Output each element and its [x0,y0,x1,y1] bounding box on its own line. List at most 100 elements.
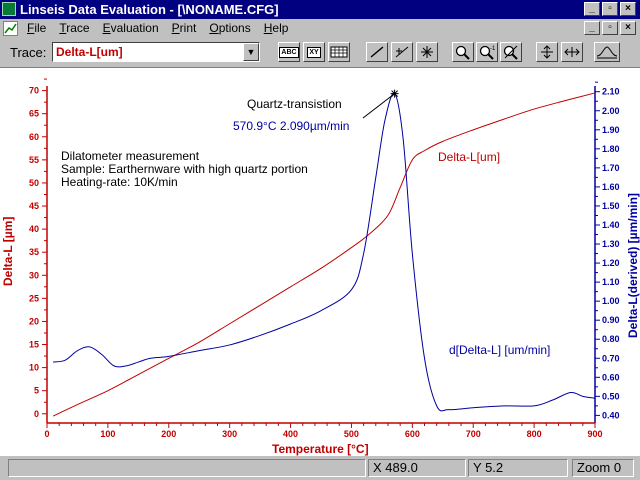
y2-tick-label: 1.10 [602,277,620,287]
line-tool-button[interactable] [366,42,388,62]
peak-curve-icon [596,46,618,59]
x-tick-label: 700 [466,429,481,439]
description-line-3: Heating-rate: 10K/min [61,175,178,189]
close-button[interactable]: × [620,2,636,16]
maximize-button[interactable]: ▫ [602,2,618,16]
document-icon[interactable] [3,21,18,36]
text-abc-icon: ABC [279,47,299,58]
y-tick-label: 50 [29,178,39,188]
status-zoom: Zoom 0 [572,459,634,477]
status-bar: X 489.0 Y 5.2 Zoom 0 [0,456,640,480]
x-tick-label: 100 [100,429,115,439]
menu-file[interactable]: File [27,21,47,35]
x-tick-label: 400 [283,429,298,439]
description-line-1: Dilatometer measurement [61,149,200,163]
delta-l-series-line [52,92,596,417]
y2-tick-label: 0.70 [602,353,620,363]
x-tick-label: 200 [161,429,176,439]
plot-area[interactable]: 0 100 200 300 400 500 600 700 800 900 0 5 10 15 20 25 30… [0,68,640,456]
app-icon[interactable] [2,2,16,16]
delta-curve-label: Delta-L[um] [438,150,500,164]
magnifier-cross-icon [503,45,518,60]
mdi-restore-button[interactable]: ▫ [602,21,618,35]
y-tick-label: 65 [29,109,39,119]
cross-tool-button[interactable] [416,42,438,62]
x-tick-label: 600 [405,429,420,439]
scale-vertical-icon [541,45,553,59]
peak-marker [390,89,399,98]
magnifier-icon [455,45,470,60]
xy-tool-button[interactable]: XY [303,42,325,62]
y-tick-label: 15 [29,340,39,350]
x-axis-label: Temperature [°C] [272,442,369,456]
dilatometer-chart[interactable]: 0 100 200 300 400 500 600 700 800 900 0 5 10 15 20 25 30… [0,68,640,456]
line-icon [370,46,384,58]
y2-tick-label: 1.20 [602,258,620,268]
y2-tick-label: 1.60 [602,182,620,192]
y-tick-label: 35 [29,247,39,257]
y2-axis-label: Delta-L(derived) [µm/min] [626,193,640,338]
y2-tick-label: 0.90 [602,315,620,325]
y2-tick-label: 1.50 [602,201,620,211]
status-y-label: Y [473,460,482,475]
peak-tool-button[interactable] [594,42,620,62]
magnifier-back-icon: -1 [479,45,496,60]
y2-tick-label: 1.70 [602,163,620,173]
menu-evaluation[interactable]: Evaluation [102,21,159,35]
x-tick-label: 0 [44,429,49,439]
x-tick-label: 300 [222,429,237,439]
marker-line-icon [395,46,409,58]
y2-tick-label: 1.30 [602,239,620,249]
svg-text:-1: -1 [490,46,496,52]
window-title: Linseis Data Evaluation - [\NONAME.CFG] [20,2,279,17]
menu-trace[interactable]: Trace [59,21,90,35]
y-tick-label: 30 [29,270,39,280]
grid-tool-button[interactable] [328,42,350,62]
trace-label: Trace: [10,45,47,60]
mdi-minimize-button[interactable]: _ [584,21,600,35]
y2-tick-label: 1.40 [602,220,620,230]
minimize-button[interactable]: _ [584,2,600,16]
status-x-label: X [373,460,382,475]
text-xy-icon: XY [307,47,321,58]
y-tick-label: 55 [29,155,39,165]
y-tick-label: 60 [29,132,39,142]
zoom-previous-button[interactable]: -1 [476,42,498,62]
status-y: Y 5.2 [468,459,568,477]
trace-select-value: Delta-L[um] [56,45,123,59]
scale-x-button[interactable] [561,42,583,62]
zoom-reset-button[interactable] [500,42,522,62]
status-zoom-label: Zoom [577,460,611,475]
menu-options[interactable]: Options [209,21,251,35]
marker-tool-button[interactable] [391,42,413,62]
y-tick-label: 20 [29,316,39,326]
menu-print[interactable]: Print [171,21,197,35]
peak-values: 570.9°C 2.090µm/min [233,119,349,133]
status-zoom-value: 0 [613,460,622,475]
menu-help[interactable]: Help [263,21,289,35]
mdi-close-button[interactable]: × [620,21,636,35]
y-tick-label: 40 [29,224,39,234]
y-axis-label: Delta-L [µm] [1,217,15,286]
trace-select[interactable]: Delta-L[um] ▼ [52,42,260,62]
derived-series-line [53,92,596,412]
y2-tick-label: 0.40 [602,410,620,420]
text-tool-button[interactable]: ABC [278,42,300,62]
zoom-in-button[interactable] [452,42,474,62]
y-tick-label: 25 [29,293,39,303]
chevron-down-icon[interactable]: ▼ [243,43,259,61]
peak-leader-line [362,93,395,119]
status-y-value: 5.2 [485,460,504,475]
scale-horizontal-icon [564,47,580,57]
x-tick-label: 900 [587,429,602,439]
derived-curve-label: d[Delta-L] [um/min] [449,343,550,357]
y2-tick-label: 0.50 [602,391,620,401]
y2-tick-label: 2.00 [602,106,620,116]
scale-y-button[interactable] [536,42,558,62]
y2-tick-label: 1.00 [602,296,620,306]
y-tick-label: 5 [34,386,39,396]
y-tick-label: 10 [29,363,39,373]
y2-tick-label: 2.10 [602,87,620,97]
y-tick-label: 70 [29,86,39,96]
status-x: X 489.0 [368,459,466,477]
